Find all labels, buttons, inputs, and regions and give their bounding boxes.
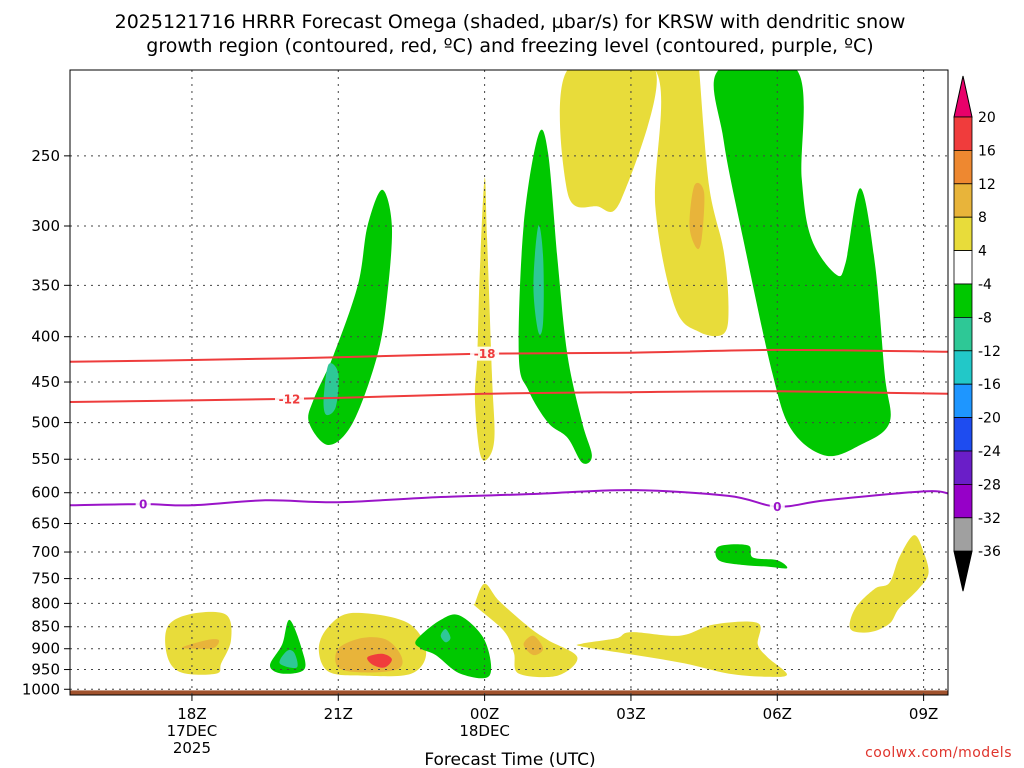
colorbar-segment (953, 450, 973, 485)
y-tick-label: 600 (31, 484, 60, 502)
omega-region-9 (472, 583, 578, 678)
x-tick-label: 21Z (324, 705, 353, 723)
chart-title-line2: growth region (contoured, red, ºC) and f… (146, 35, 873, 57)
omega-region-6 (367, 653, 392, 668)
colorbar-label: -32 (978, 511, 1001, 527)
ground-strip (70, 690, 948, 695)
freezing-level-contour (70, 489, 948, 508)
y-tick-label: 400 (31, 328, 60, 346)
credit-text: coolwx.com/models (865, 745, 1012, 761)
omega-region-20 (715, 544, 788, 569)
colorbar-segment (953, 283, 973, 318)
y-tick-label: 1000 (22, 680, 60, 698)
colorbar-segment (953, 183, 973, 218)
x-tick-label: 18DEC (459, 722, 510, 740)
x-tick-label: 2025 (173, 739, 211, 757)
colorbar-segment (953, 517, 973, 552)
omega-region-17 (559, 70, 657, 212)
x-tick-label: 09Z (909, 705, 938, 723)
y-tick-label: 500 (31, 414, 60, 432)
y-tick-label: 350 (31, 276, 60, 294)
omega-region-14 (518, 129, 592, 464)
omega-region-10 (523, 635, 544, 656)
colorbar-segment (953, 417, 973, 452)
plot-area: -18 -12 0 0 (69, 69, 949, 696)
y-tick-label: 700 (31, 543, 60, 561)
freezing-level-contour-label: 0 (139, 498, 147, 512)
colorbar-segment (953, 350, 973, 385)
colorbar-segment (953, 316, 973, 352)
colorbar-label: -8 (978, 310, 992, 326)
colorbar-label: -20 (978, 411, 1001, 427)
omega-region-1 (182, 639, 220, 649)
x-tick-label: 03Z (616, 705, 645, 723)
colorbar-label: -36 (978, 544, 1001, 560)
colorbar-label: 16 (978, 143, 996, 159)
colorbar-segment (953, 250, 973, 285)
colorbar-segment (953, 149, 973, 185)
dgz-contour-1-label: -12 (279, 392, 301, 406)
y-tick-label: 300 (31, 217, 60, 235)
omega-region-16 (567, 70, 729, 337)
colorbar-label: -16 (978, 377, 1001, 393)
x-axis-label: Forecast Time (UTC) (424, 750, 595, 768)
x-tick-label: 17DEC (167, 722, 218, 740)
x-tick-label: 06Z (763, 705, 792, 723)
y-tick-label: 800 (31, 594, 60, 612)
omega-region-13 (474, 177, 495, 461)
chart-title-line1: 2025121716 HRRR Forecast Omega (shaded, … (115, 11, 906, 33)
colorbar-segment (953, 383, 973, 419)
colorbar-label: 12 (978, 177, 996, 193)
dgz-contour-1-label-bg (275, 391, 304, 406)
freezing-level-contour-label-bg (135, 497, 151, 512)
dgz-contour-0-label: -18 (474, 347, 496, 361)
omega-region-18 (689, 182, 705, 250)
colorbar-bottom-arrow (953, 550, 973, 592)
colorbar-label: 4 (978, 244, 987, 260)
x-tick-label: 18Z (177, 705, 206, 723)
y-tick-label: 650 (31, 515, 60, 533)
freezing-level-contour-label-bg (769, 499, 785, 514)
colorbar-top-arrow (953, 75, 973, 118)
y-tick-label: 900 (31, 640, 60, 658)
freezing-level-contour-label: 0 (773, 500, 781, 514)
colorbar-label: 8 (978, 210, 987, 226)
omega-region-15 (533, 225, 544, 335)
omega-region-21 (576, 621, 787, 677)
colorbar-segment (953, 116, 973, 151)
y-tick-label: 950 (31, 661, 60, 679)
colorbar-label: -28 (978, 477, 1001, 493)
y-tick-label: 450 (31, 373, 60, 391)
x-tick-label: 00Z (470, 705, 499, 723)
omega-region-7 (415, 614, 492, 679)
colorbar-label: -24 (978, 444, 1001, 460)
colorbar: 20 16 12 8 4 -4 -8 -12 -16 -20 -24 -28 -32 -36 (953, 75, 1001, 592)
omega-region-8 (440, 628, 451, 643)
colorbar-label: -4 (978, 277, 992, 293)
colorbar-label: 20 (978, 110, 996, 126)
dgz-contour-0-label-bg (470, 346, 500, 361)
y-tick-label: 850 (31, 618, 60, 636)
omega-region-3 (279, 650, 298, 668)
y-tick-label: 550 (31, 450, 60, 468)
colorbar-label: -12 (978, 344, 1001, 360)
colorbar-segment (953, 216, 973, 251)
dgz-contour-1 (70, 390, 948, 403)
omega-region-12 (323, 363, 339, 416)
omega-region-19 (713, 70, 891, 457)
colorbar-segment (953, 483, 973, 519)
y-tick-label: 250 (31, 147, 60, 165)
omega-region-22 (849, 535, 929, 633)
y-tick-label: 750 (31, 570, 60, 588)
